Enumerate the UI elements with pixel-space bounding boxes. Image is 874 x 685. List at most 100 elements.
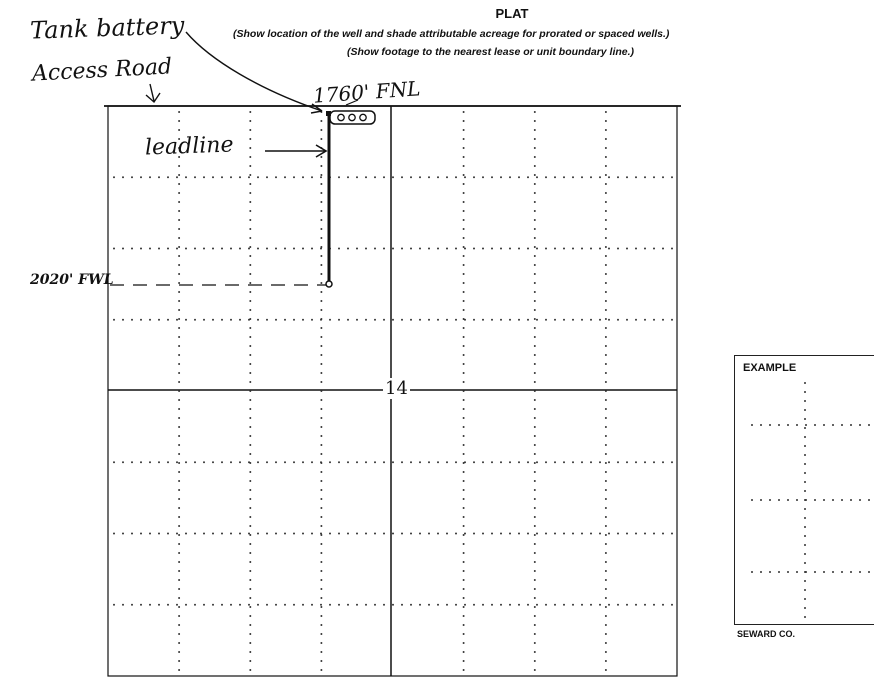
grid-dot	[533, 192, 536, 194]
grid-dot	[266, 318, 268, 321]
grid-dot	[604, 291, 607, 293]
grid-dot	[608, 603, 610, 606]
grid-dot	[437, 176, 439, 179]
grid-dot	[158, 532, 160, 535]
grid-dot	[464, 318, 466, 321]
grid-dot	[320, 300, 323, 302]
grid-dot	[769, 571, 771, 573]
grid-dot	[311, 318, 313, 321]
grid-dot	[176, 318, 178, 321]
grid-dot	[533, 318, 536, 320]
grid-dot	[604, 651, 607, 653]
grid-dot	[320, 624, 323, 626]
grid-dot	[178, 156, 181, 158]
grid-dot	[320, 489, 323, 491]
grid-dot	[338, 318, 340, 321]
instruction-line-2: (Show footage to the nearest lease or un…	[347, 46, 635, 58]
grid-dot	[249, 138, 252, 140]
grid-dot	[604, 606, 607, 608]
grid-dot	[604, 363, 607, 365]
grid-dot	[554, 532, 556, 535]
grid-dot	[320, 228, 323, 230]
grid-dot	[249, 156, 252, 158]
grid-dot	[533, 300, 536, 302]
grid-dot	[203, 532, 205, 535]
grid-dot	[320, 660, 323, 662]
grid-dot	[284, 247, 286, 250]
grid-dot	[428, 318, 430, 321]
grid-dot	[554, 176, 556, 179]
grid-dot	[437, 532, 439, 535]
grid-dot	[149, 176, 151, 179]
grid-dot	[462, 309, 465, 311]
grid-dot	[533, 651, 536, 653]
grid-dot	[178, 147, 181, 149]
grid-dot	[249, 192, 252, 194]
grid-dot	[604, 372, 607, 374]
grid-dot	[383, 461, 385, 464]
grid-dot	[257, 318, 259, 321]
grid-dot	[249, 273, 252, 275]
grid-dot	[249, 525, 252, 527]
grid-dot	[787, 499, 789, 501]
grid-dot	[778, 571, 780, 573]
grid-dot	[178, 543, 181, 545]
grid-dot	[178, 237, 181, 239]
grid-dot	[194, 532, 196, 535]
grid-dot	[149, 318, 151, 321]
grid-dot	[462, 165, 465, 167]
grid-dot	[604, 669, 607, 671]
grid-dot	[581, 461, 583, 464]
grid-dot	[249, 183, 252, 185]
grid-dot	[374, 247, 376, 250]
grid-dot	[293, 603, 295, 606]
grid-dot	[662, 318, 664, 321]
grid-dot	[462, 480, 465, 482]
grid-dot	[604, 588, 607, 590]
grid-dot	[338, 176, 340, 179]
grid-dot	[604, 381, 607, 383]
grid-dot	[239, 532, 241, 535]
grid-dot	[572, 461, 574, 464]
grid-dot	[462, 372, 465, 374]
grid-dot	[401, 247, 403, 250]
grid-dot	[167, 318, 169, 321]
grid-dot	[329, 532, 331, 535]
grid-dot	[563, 176, 565, 179]
grid-dot	[320, 174, 323, 176]
grid-dot	[248, 532, 250, 535]
grid-dot	[805, 571, 807, 573]
grid-dot	[249, 327, 252, 329]
grid-dot	[194, 461, 196, 464]
grid-dot	[178, 210, 181, 212]
grid-dot	[178, 435, 181, 437]
grid-dot	[604, 354, 607, 356]
grid-dot	[841, 424, 843, 426]
grid-dot	[293, 532, 295, 535]
grid-dot	[572, 532, 574, 535]
grid-dot	[320, 651, 323, 653]
grid-dot	[533, 264, 536, 266]
grid-dot	[320, 642, 323, 644]
grid-dot	[113, 603, 115, 606]
grid-dot	[608, 532, 610, 535]
grid-dot	[203, 603, 205, 606]
grid-dot	[320, 201, 323, 203]
grid-dot	[604, 516, 607, 518]
grid-dot	[230, 247, 232, 250]
grid-dot	[257, 532, 259, 535]
grid-dot	[122, 176, 124, 179]
grid-dot	[608, 247, 610, 250]
grid-dot	[563, 603, 565, 606]
grid-dot	[248, 318, 250, 321]
grid-dot	[446, 461, 448, 464]
grid-dot	[383, 176, 385, 179]
grid-dot	[320, 426, 323, 428]
grid-dot	[604, 534, 607, 536]
grid-dot	[401, 176, 403, 179]
grid-dot	[178, 561, 181, 563]
grid-dot	[533, 372, 536, 374]
grid-dot	[249, 174, 252, 176]
grid-dot	[302, 461, 304, 464]
grid-dot	[533, 453, 536, 455]
